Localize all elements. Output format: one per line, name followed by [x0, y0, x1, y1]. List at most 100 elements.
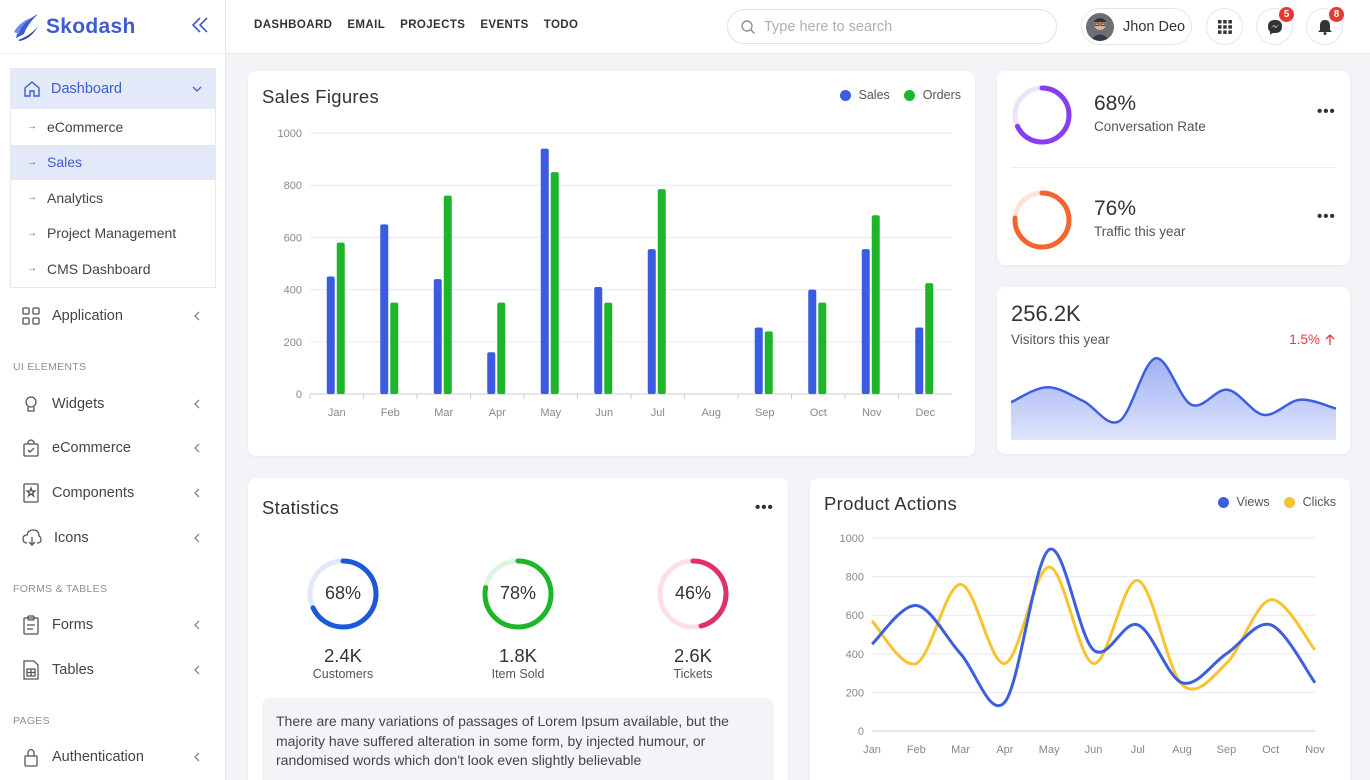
legend-dot — [839, 89, 851, 101]
sidebar-item-label: Icons — [54, 530, 89, 546]
sidebar-item-authentication[interactable]: Authentication — [22, 742, 212, 772]
legend-item-views[interactable]: Views — [1217, 495, 1270, 509]
nav-dashboard[interactable]: DASHBOARD — [254, 19, 333, 31]
sidebar-subitem-label: Project Management — [47, 225, 177, 242]
chevron-left-icon — [194, 488, 200, 498]
y-tick-label: 800 — [284, 180, 302, 192]
x-tick-label: Sep — [755, 407, 775, 419]
chevron-left-icon — [194, 620, 200, 630]
series-line-views — [870, 547, 1317, 707]
sidebar-item-label: Authentication — [52, 749, 144, 765]
sidebar-item-label: eCommerce — [52, 440, 131, 456]
sidebar-subitem-cms-dashboard[interactable]: → CMS Dashboard — [11, 251, 215, 287]
topbar: DASHBOARD EMAIL PROJECTS EVENTS TODO Jho… — [226, 0, 1370, 54]
conversion-ring — [1012, 85, 1072, 145]
grid-icon — [22, 307, 40, 325]
more-options-icon[interactable]: ••• — [1317, 103, 1336, 120]
sidebar-subitem-analytics[interactable]: → Analytics — [11, 180, 215, 216]
items-sold-value: 1.8K — [498, 645, 538, 666]
x-tick-label: Aug — [1172, 744, 1192, 756]
brand[interactable]: Skodash — [12, 10, 136, 44]
statistics-description: There are many variations of passages of… — [262, 698, 774, 780]
items-sold-percent: 78% — [499, 583, 537, 603]
tickets-ring — [657, 558, 729, 630]
bar-sales — [433, 279, 442, 394]
messenger-icon — [1267, 19, 1282, 34]
bar-sales — [754, 327, 763, 394]
bar-sales — [487, 352, 496, 394]
section-label-ui-elements: UI ELEMENTS — [13, 361, 87, 373]
legend-item-clicks[interactable]: Clicks — [1283, 495, 1336, 509]
x-tick-label: Feb — [907, 744, 926, 756]
legend-item-orders[interactable]: Orders — [903, 88, 961, 102]
bar-orders — [604, 302, 613, 394]
sidebar-item-icons[interactable]: Icons — [22, 523, 212, 553]
arrow-right-icon: → — [27, 227, 37, 239]
section-label-forms-tables: FORMS & TABLES — [13, 583, 108, 595]
items-sold-ring — [482, 558, 554, 630]
sidebar-collapse-button[interactable] — [190, 14, 212, 38]
sidebar-item-dashboard[interactable]: Dashboard — [11, 69, 215, 109]
more-options-icon[interactable]: ••• — [1317, 208, 1336, 225]
brand-name: Skodash — [46, 15, 136, 38]
sidebar-subitem-project-management[interactable]: → Project Management — [11, 216, 215, 252]
notifications-button[interactable]: 8 — [1306, 7, 1344, 45]
visitors-value: 256.2K — [1011, 301, 1081, 326]
traffic-ring — [1012, 190, 1072, 250]
sidebar-item-label: Tables — [52, 662, 94, 678]
x-tick-label: Nov — [862, 407, 882, 419]
sidebar-item-label: Widgets — [52, 396, 105, 412]
nav-email[interactable]: EMAIL — [347, 19, 386, 31]
visitors-card: 256.2K Visitors this year 1.5% — [997, 287, 1350, 454]
traffic-label: Traffic this year — [1094, 224, 1186, 239]
nav-events[interactable]: EVENTS — [480, 19, 529, 31]
sidebar-item-application[interactable]: Application — [22, 301, 212, 331]
notifications-badge: 8 — [1329, 7, 1344, 22]
divider — [0, 53, 226, 54]
user-menu[interactable]: Jhon Deo — [1081, 8, 1192, 45]
chevron-left-icon — [194, 311, 200, 321]
messages-button[interactable]: 5 — [1256, 7, 1294, 45]
visitors-label: Visitors this year — [1011, 332, 1110, 347]
widgets-icon — [25, 396, 37, 412]
sidebar-item-forms[interactable]: Forms — [22, 610, 212, 640]
card-title: Sales Figures — [262, 86, 380, 107]
visitors-area-chart — [1011, 357, 1336, 440]
more-options-icon[interactable]: ••• — [755, 499, 774, 516]
ring-progress — [657, 558, 729, 630]
area-fill — [1011, 358, 1336, 440]
sidebar-item-widgets[interactable]: Widgets — [22, 389, 212, 419]
y-tick-label: 600 — [284, 232, 302, 244]
chevron-left-icon — [194, 533, 200, 543]
bar-sales — [326, 276, 335, 394]
customers-ring — [307, 558, 379, 630]
sidebar-subitem-sales[interactable]: → Sales — [11, 144, 215, 180]
sidebar-item-ecommerce[interactable]: eCommerce — [22, 433, 212, 463]
bar-orders — [550, 172, 559, 394]
chevron-left-icon — [194, 752, 200, 762]
card-title: Statistics — [262, 497, 340, 518]
x-tick-label: Jan — [863, 744, 881, 756]
sidebar-item-tables[interactable]: Tables — [22, 655, 212, 685]
traffic-value: 76% — [1094, 197, 1137, 220]
customers-label: Customers — [312, 667, 374, 681]
user-name: Jhon Deo — [1123, 18, 1186, 35]
traffic-ring-progress — [1012, 190, 1072, 250]
nav-projects[interactable]: PROJECTS — [400, 19, 466, 31]
apps-button[interactable] — [1206, 8, 1243, 45]
nav-todo[interactable]: TODO — [543, 19, 579, 31]
legend-label: Views — [1236, 495, 1270, 509]
bar-orders — [818, 302, 827, 394]
sidebar-subitem-label: CMS Dashboard — [47, 260, 151, 277]
chevron-left-icon — [194, 443, 200, 453]
y-tick-label: 400 — [284, 285, 302, 297]
legend-item-sales[interactable]: Sales — [839, 88, 890, 102]
arrow-right-icon: → — [27, 192, 37, 204]
search-icon — [741, 19, 755, 34]
x-tick-label: Oct — [1262, 744, 1279, 756]
search-input[interactable] — [764, 18, 1034, 35]
x-tick-label: Jun — [595, 407, 613, 419]
sidebar-subitem-ecommerce[interactable]: → eCommerce — [11, 109, 215, 145]
legend-dot — [1217, 496, 1229, 508]
sidebar-item-components[interactable]: Components — [22, 478, 212, 508]
